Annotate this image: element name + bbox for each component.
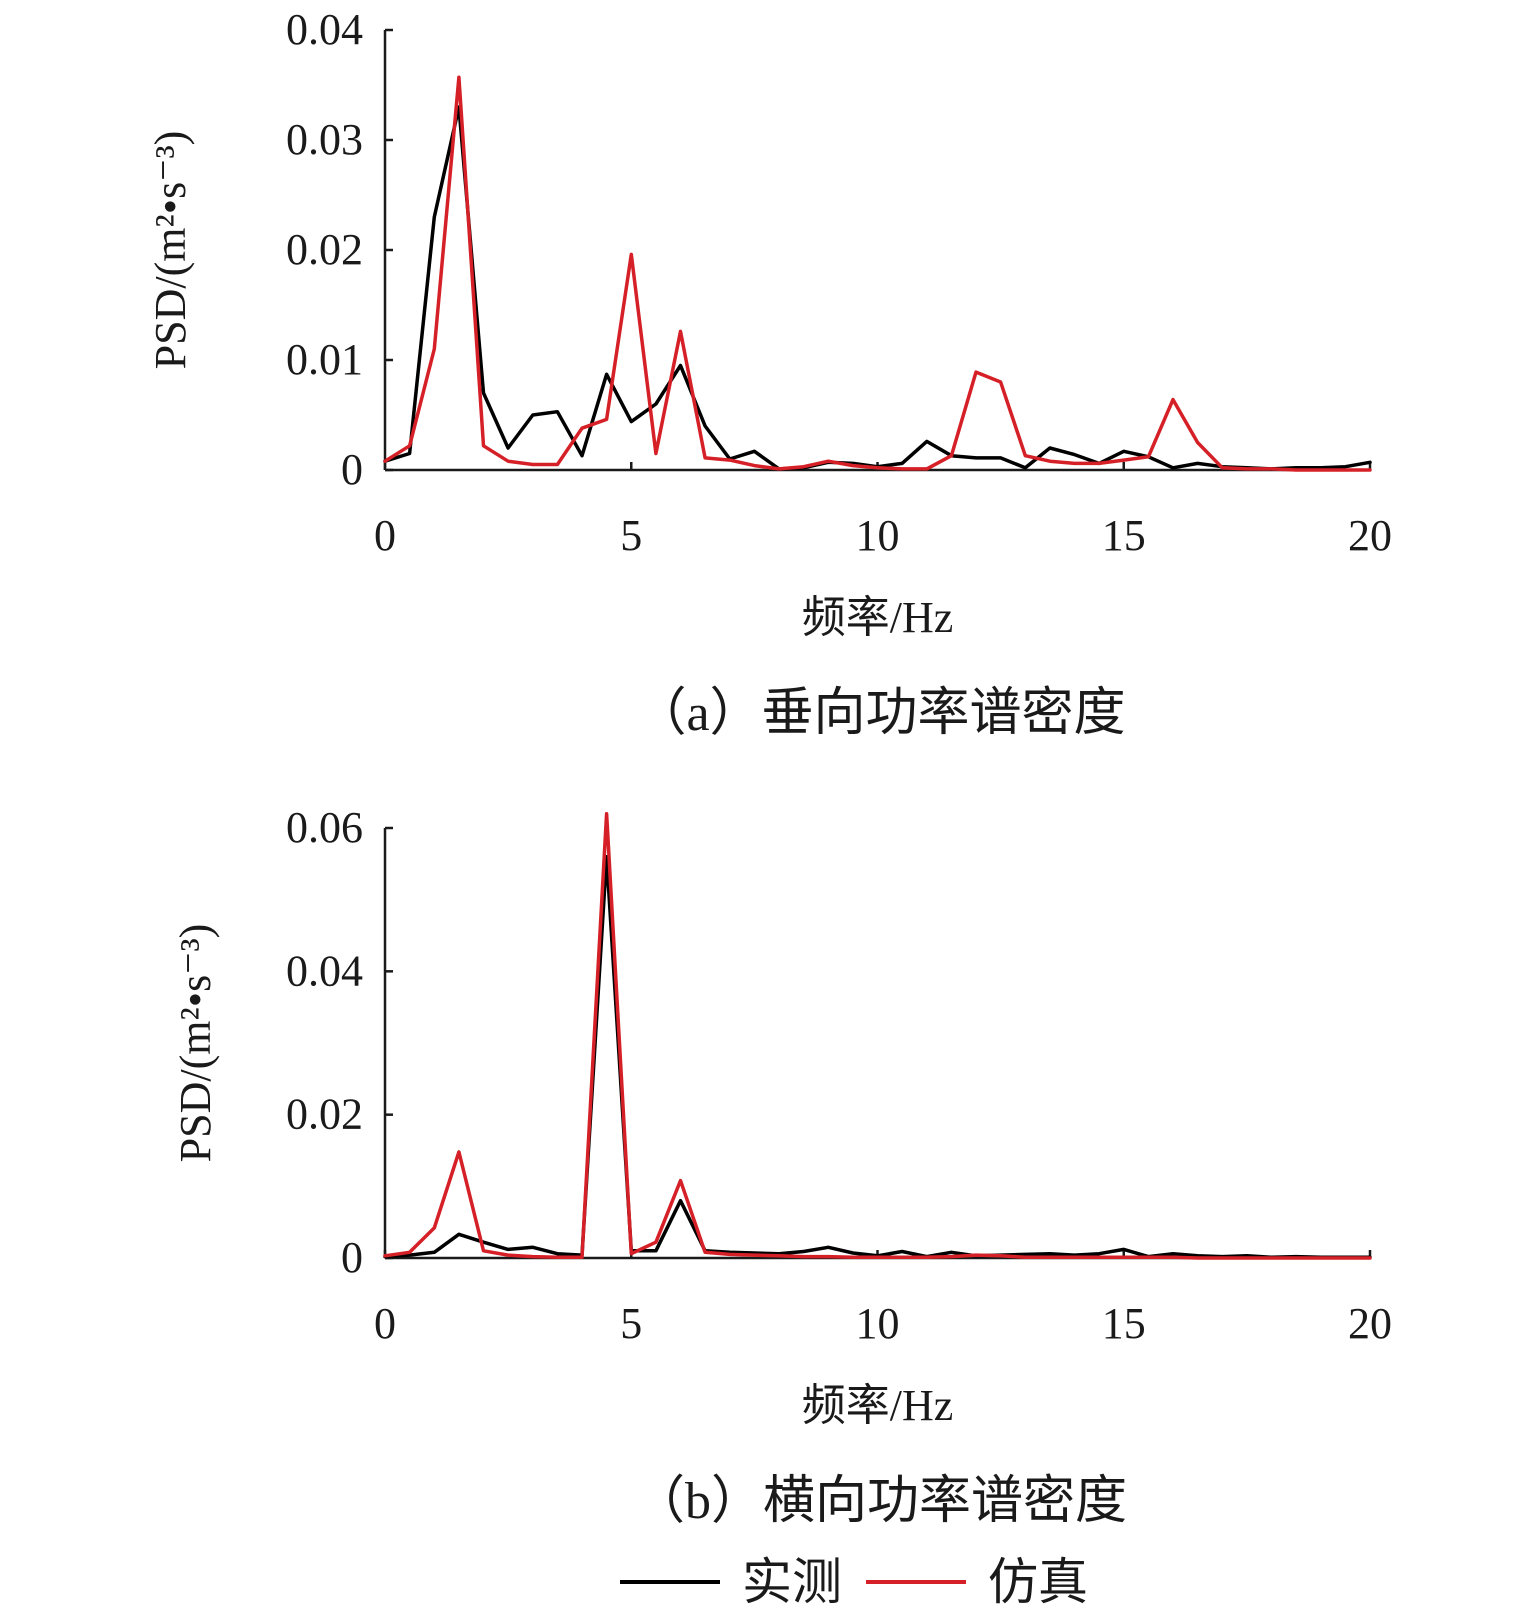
y-axis-label: PSD/(m²•s⁻³) <box>146 131 195 370</box>
lateral-psd-chart: 0 0.02 0.04 0.06 0 5 10 15 20 频率/Hz PSD/(m²•s⁻³) （b… <box>171 803 1392 1530</box>
x-tick-label: 15 <box>1102 511 1146 560</box>
legend: 实测 仿真 <box>620 1554 1088 1609</box>
x-tick-label: 5 <box>620 511 642 560</box>
vertical-psd-chart: 0 0.01 0.02 0.03 0.04 0 5 10 15 20 频率/Hz PSD/(m²•s⁻… <box>146 5 1392 742</box>
legend-label-measured: 实测 <box>742 1554 842 1609</box>
chart-caption: （b）横向功率谱密度 <box>633 1473 1127 1530</box>
x-tick-label: 15 <box>1102 1299 1146 1348</box>
x-tick-label: 10 <box>856 1299 900 1348</box>
series-line-simulated <box>383 811 1372 1260</box>
y-tick-label: 0.01 <box>286 335 363 384</box>
y-tick-label: 0.04 <box>286 946 363 995</box>
y-tick-label: 0.06 <box>286 803 363 852</box>
x-tick-label: 5 <box>620 1299 642 1348</box>
x-axis-label: 频率/Hz <box>802 1381 954 1430</box>
chart-caption: （a）垂向功率谱密度 <box>634 685 1125 742</box>
legend-label-simulated: 仿真 <box>988 1554 1088 1609</box>
y-tick-label: 0 <box>341 445 363 494</box>
x-tick-label: 0 <box>374 1299 396 1348</box>
series-line-simulated <box>383 75 1372 472</box>
y-tick-label: 0.03 <box>286 115 363 164</box>
series-line-measured <box>383 105 1372 471</box>
x-axis-label: 频率/Hz <box>802 593 954 642</box>
x-tick-label: 0 <box>374 511 396 560</box>
x-tick-label: 10 <box>856 511 900 560</box>
x-tick-label: 20 <box>1348 511 1392 560</box>
series-line-measured <box>383 854 1372 1260</box>
y-tick-label: 0 <box>341 1233 363 1282</box>
y-tick-label: 0.02 <box>286 1090 363 1139</box>
y-axis-label: PSD/(m²•s⁻³) <box>171 924 220 1163</box>
y-tick-label: 0.02 <box>286 225 363 274</box>
x-tick-label: 20 <box>1348 1299 1392 1348</box>
y-tick-label: 0.04 <box>286 5 363 54</box>
